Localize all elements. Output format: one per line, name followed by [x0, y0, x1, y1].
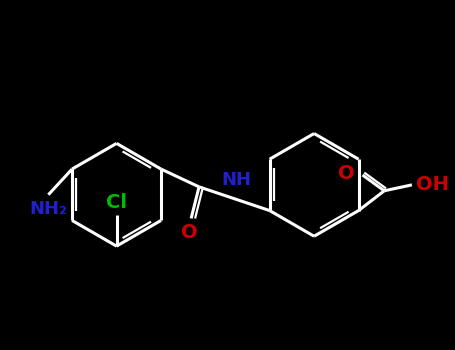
Text: O: O: [338, 163, 354, 182]
Text: NH₂: NH₂: [30, 200, 67, 218]
Text: OH: OH: [416, 175, 449, 194]
Text: O: O: [181, 223, 197, 243]
Text: Cl: Cl: [106, 193, 127, 211]
Text: NH: NH: [221, 171, 251, 189]
